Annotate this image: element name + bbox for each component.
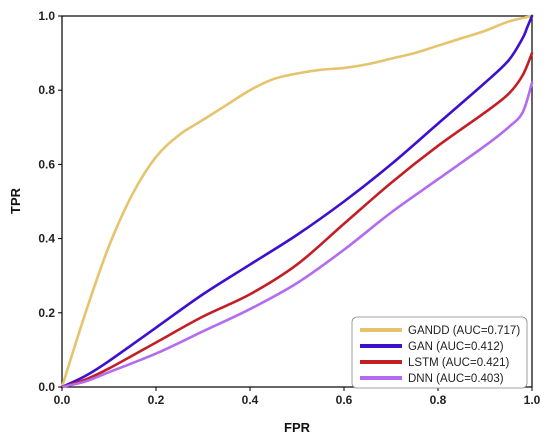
legend-label: GAN (AUC=0.412) bbox=[408, 341, 504, 353]
legend: GANDD (AUC=0.717) GAN (AUC=0.412) LSTM (AU… bbox=[351, 316, 528, 389]
series-line-3 bbox=[60, 51, 534, 389]
y-tick-label: 0.2 bbox=[38, 306, 55, 320]
x-axis-ticks: 0.0 0.2 0.4 0.6 0.8 1.0 bbox=[54, 387, 541, 407]
x-axis-label: FPR bbox=[284, 420, 311, 435]
x-tick-label: 0.6 bbox=[336, 393, 353, 407]
x-tick-label: 1.0 bbox=[524, 393, 541, 407]
y-axis-label: TPR bbox=[8, 187, 23, 214]
x-tick-label: 0.0 bbox=[54, 393, 71, 407]
y-axis-ticks: 0.0 0.2 0.4 0.6 0.8 1.0 bbox=[38, 9, 62, 394]
legend-label: GANDD (AUC=0.717) bbox=[408, 325, 520, 337]
curves-layer bbox=[60, 14, 534, 389]
x-tick-label: 0.8 bbox=[430, 393, 447, 407]
series-line-4 bbox=[60, 81, 534, 389]
x-tick-label: 0.2 bbox=[148, 393, 165, 407]
y-tick-label: 0.0 bbox=[38, 380, 55, 394]
plot-frame bbox=[61, 15, 533, 388]
x-tick-label: 0.4 bbox=[242, 393, 259, 407]
legend-label: LSTM (AUC=0.421) bbox=[408, 357, 509, 369]
y-tick-label: 0.4 bbox=[38, 232, 55, 246]
legend-box bbox=[351, 316, 528, 389]
y-tick-label: 0.8 bbox=[38, 83, 55, 97]
legend-label: DNN (AUC=0.403) bbox=[408, 373, 504, 385]
series-line-2 bbox=[60, 14, 534, 389]
series-line-1 bbox=[60, 14, 534, 389]
y-tick-label: 0.6 bbox=[38, 157, 55, 171]
y-tick-label: 1.0 bbox=[38, 9, 55, 23]
